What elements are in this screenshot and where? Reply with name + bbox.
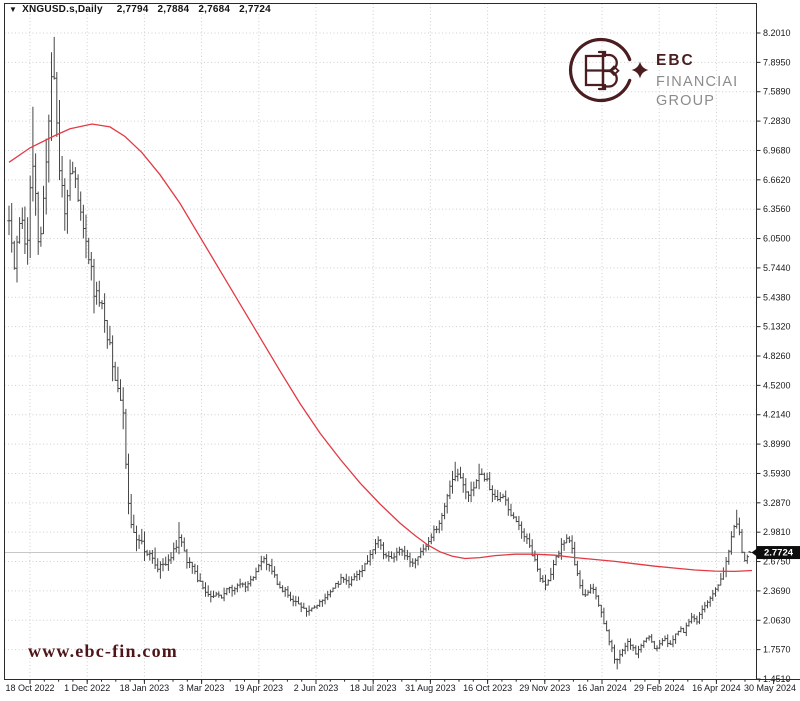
y-axis-label: 2.6750 — [763, 557, 791, 567]
chart-header: ▼ XNGUSD.s,Daily 2,7794 2,7884 2,7684 2,… — [9, 4, 280, 15]
y-axis-label: 8.2010 — [763, 28, 791, 38]
y-axis-label: 6.0500 — [763, 234, 791, 244]
x-axis-label: 2 Jun 2023 — [294, 683, 339, 693]
moving-average-line — [8, 123, 753, 573]
quote-open: 2,7794 — [116, 4, 149, 15]
y-axis-label: 5.4380 — [763, 292, 791, 302]
y-axis-label: 7.2830 — [763, 116, 791, 126]
quote-low: 2,7684 — [198, 4, 231, 15]
y-axis-label: 6.3560 — [763, 204, 791, 214]
y-axis-label: 7.8950 — [763, 57, 791, 67]
x-axis-label: 31 Aug 2023 — [405, 683, 456, 693]
y-axis-label: 2.3690 — [763, 586, 791, 596]
y-axis-label: 2.9810 — [763, 527, 791, 537]
price-bars — [8, 36, 751, 670]
x-axis-label: 16 Oct 2023 — [463, 683, 512, 693]
y-axis-label: 4.2140 — [763, 410, 791, 420]
ebc-monogram-icon — [568, 37, 649, 103]
sparkle-icon — [631, 61, 649, 79]
watermark-url: www.ebc-fin.com — [28, 641, 178, 661]
x-axis-label: 30 May 2024 — [744, 683, 796, 693]
logo-name: EBC — [656, 52, 695, 69]
price-bar-open-close-ticks — [7, 76, 752, 661]
plot-frame — [4, 3, 757, 680]
ebc-logo: EBC FINANCIAL GROUP — [568, 37, 736, 109]
axis-ticks — [29, 32, 789, 684]
x-axis-label: 18 Jul 2023 — [350, 683, 397, 693]
y-axis-label: 5.1320 — [763, 322, 791, 332]
y-axis-label: 3.5930 — [763, 468, 791, 478]
x-axis-label: 29 Nov 2023 — [519, 683, 570, 693]
y-axis-label: 3.2870 — [763, 498, 791, 508]
y-axis-label: 4.8260 — [763, 351, 791, 361]
axis-labels: 8.2010 7.8950 7.5890 7.2830 6.9680 6.6620 6.35… — [5, 28, 796, 693]
x-axis-label: 18 Oct 2022 — [5, 683, 54, 693]
x-axis-label: 18 Jan 2023 — [120, 683, 170, 693]
y-axis-label: 4.5200 — [763, 380, 791, 390]
x-axis-label: 19 Apr 2023 — [235, 683, 284, 693]
quote-close: 2,7724 — [239, 4, 271, 15]
x-axis-label: 1 Dec 2022 — [64, 683, 110, 693]
y-axis-label: 5.7440 — [763, 263, 791, 273]
symbol-dropdown-icon[interactable]: ▼ — [9, 5, 18, 14]
y-axis-label: 7.5890 — [763, 87, 791, 97]
gridlines — [4, 3, 757, 679]
x-axis-label: 3 Mar 2023 — [179, 683, 225, 693]
logo-line2: GROUP — [656, 93, 715, 109]
current-price-value: 2.7724 — [764, 548, 794, 559]
y-axis-label: 1.7570 — [763, 645, 791, 655]
y-axis-label: 2.0630 — [763, 615, 791, 625]
current-price-tag: 2.7724 — [751, 546, 800, 560]
y-axis-label: 6.9680 — [763, 145, 791, 155]
logo-line1: FINANCIAL — [656, 74, 736, 90]
quote-high: 2,7884 — [157, 4, 190, 15]
x-axis-label: 16 Jan 2024 — [577, 683, 627, 693]
symbol-period-label: XNGUSD.s,Daily — [22, 4, 103, 15]
x-axis-label: 29 Feb 2024 — [634, 683, 685, 693]
x-axis-label: 16 Apr 2024 — [692, 683, 741, 693]
y-axis-label: 6.6620 — [763, 175, 791, 185]
y-axis-label: 3.8990 — [763, 439, 791, 449]
